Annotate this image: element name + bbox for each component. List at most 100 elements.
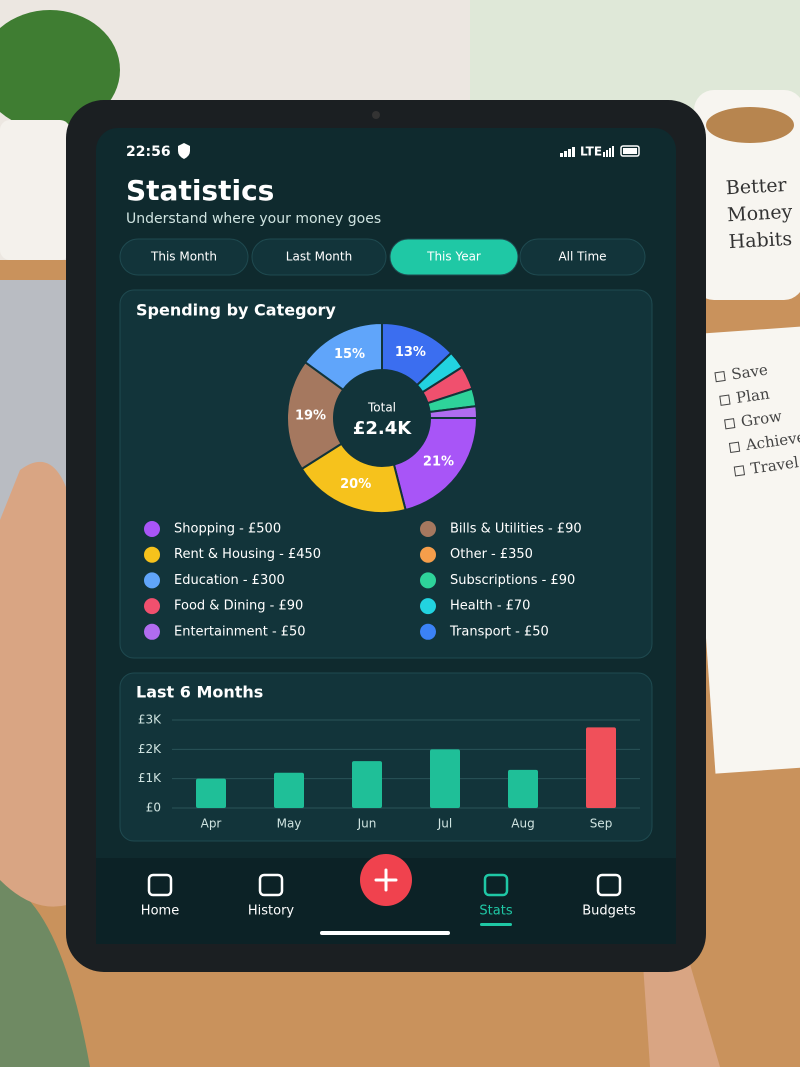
slice-label: 13% <box>395 345 426 360</box>
legend-dot <box>144 572 160 589</box>
slice-label: 19% <box>295 408 326 423</box>
bar <box>430 749 460 808</box>
battery-level <box>623 148 637 154</box>
donut-center-label: Total <box>367 401 396 415</box>
y-tick-label: £1K <box>138 771 162 785</box>
tab[interactable] <box>119 238 249 276</box>
x-tick-label: Aug <box>511 817 534 831</box>
y-tick-label: £0 <box>146 801 161 815</box>
tab[interactable] <box>519 238 646 276</box>
x-tick-label: Jun <box>357 817 377 831</box>
legend-label: Food & Dining - £90 <box>174 599 303 614</box>
x-tick-label: Jul <box>437 817 452 831</box>
legend-dot <box>144 521 160 537</box>
bar <box>196 778 226 808</box>
card-title: Last 6 Months <box>136 683 263 702</box>
nav-items: Home History Stats Budgets <box>141 873 636 926</box>
legend-label: Other - £350 <box>450 547 533 562</box>
checkbox <box>733 465 746 477</box>
legend-dot <box>144 546 160 563</box>
nav-icon[interactable] <box>596 873 622 897</box>
sleeve <box>0 880 90 1067</box>
checkbox <box>728 441 741 453</box>
nav-icon[interactable] <box>147 873 173 897</box>
note-item: Plan <box>735 384 771 407</box>
legend: Shopping - £500 Rent & Housing - £450 Educ… <box>144 521 582 640</box>
legend-dot <box>420 598 436 615</box>
legend-label: Rent & Housing - £450 <box>174 547 321 562</box>
mug-line: Better <box>725 174 788 199</box>
nav-label[interactable]: History <box>248 904 295 919</box>
tab-label: All Time <box>558 250 606 264</box>
tab-label: This Month <box>150 250 217 264</box>
legend-label: Transport - £50 <box>449 624 549 639</box>
page-title: Statistics <box>126 174 274 207</box>
nav-icon[interactable] <box>258 873 284 897</box>
hand-left <box>0 461 80 907</box>
legend-dot <box>420 521 436 537</box>
tab[interactable] <box>251 238 387 276</box>
y-tick-label: £3K <box>138 713 162 727</box>
tab-bar: This Month Last Month This Year All Time <box>119 238 646 276</box>
legend-dot <box>144 598 160 615</box>
pot <box>0 120 70 260</box>
slice-label: 21% <box>423 454 454 469</box>
tab[interactable] <box>389 238 519 276</box>
checkbox <box>714 370 726 383</box>
page-subtitle: Understand where your money goes <box>126 211 381 227</box>
legend-dot <box>420 623 436 640</box>
nav-label[interactable]: Stats <box>479 904 512 919</box>
bar <box>274 772 304 808</box>
nav-active-underline <box>480 923 512 926</box>
nav-icon[interactable] <box>483 873 509 897</box>
legend-label: Shopping - £500 <box>174 522 281 537</box>
coffee <box>706 107 794 143</box>
tab-label: This Year <box>426 250 481 264</box>
tab-label: Last Month <box>286 250 352 264</box>
checkbox <box>724 418 736 430</box>
legend-dot <box>420 546 436 563</box>
camera <box>372 111 380 119</box>
note-item: Grow <box>740 407 783 431</box>
legend-dot <box>420 572 436 589</box>
legend-label: Bills & Utilities - £90 <box>450 522 582 537</box>
add-icon <box>374 868 398 892</box>
donut-slice <box>392 417 479 512</box>
legend-label: Health - £70 <box>450 599 530 614</box>
legend-label: Education - £300 <box>174 573 285 588</box>
y-tick-label: £2K <box>138 742 162 756</box>
nav-label[interactable]: Home <box>141 904 179 919</box>
bar <box>586 727 616 808</box>
bar <box>508 769 538 808</box>
checkbox <box>719 394 731 406</box>
mug <box>694 90 800 300</box>
donut-slice <box>303 321 383 392</box>
notebook <box>684 326 800 774</box>
x-tick-label: May <box>277 817 302 831</box>
legend-label: Subscriptions - £90 <box>450 573 575 588</box>
x-tick-label: Sep <box>590 817 613 831</box>
status-network: LTE <box>580 145 602 159</box>
legend-dot <box>144 623 160 640</box>
home-indicator <box>320 931 450 935</box>
donut-chart: 13% 21% 20% 19% 15% Total £2.4K <box>286 321 479 514</box>
card-title: Spending by Category <box>136 301 336 320</box>
donut-center-value: £2.4K <box>353 418 412 439</box>
status-time: 22:56 <box>126 144 171 160</box>
battery <box>620 145 640 157</box>
slice-label: 20% <box>340 477 371 492</box>
nav-label[interactable]: Budgets <box>582 904 636 919</box>
wifi-icon <box>603 146 614 157</box>
signal-icon <box>560 147 575 157</box>
mug-line: Money <box>727 201 793 226</box>
plant <box>0 10 120 130</box>
note-item: Save <box>730 361 769 384</box>
x-tick-label: Apr <box>201 817 222 831</box>
shield-icon <box>178 143 190 159</box>
legend-label: Entertainment - £50 <box>174 624 306 639</box>
slice-label: 15% <box>334 347 365 362</box>
mug-line: Habits <box>728 228 793 253</box>
